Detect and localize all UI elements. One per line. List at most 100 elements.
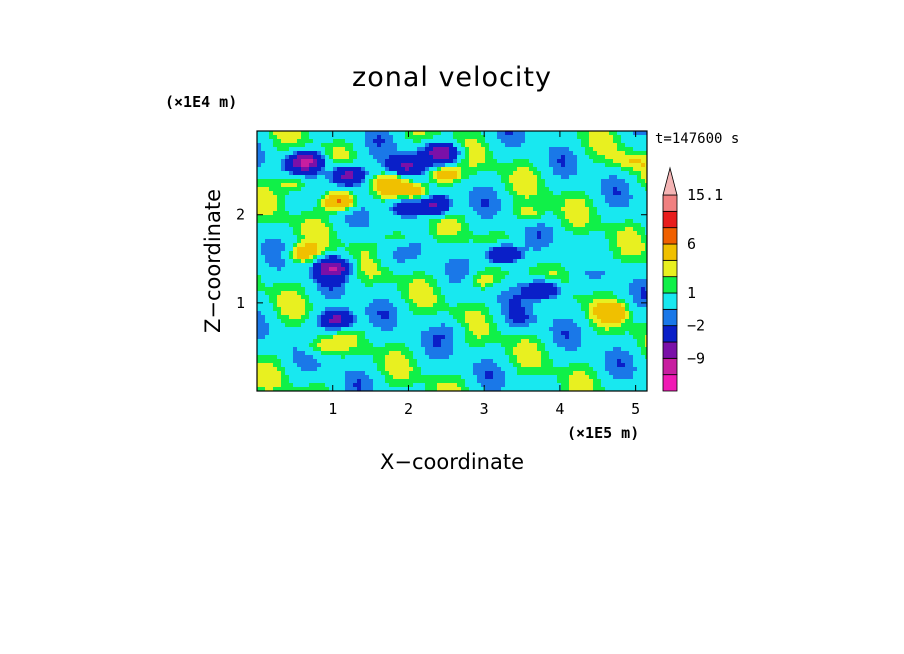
field-cell [413, 215, 418, 220]
field-cell [633, 267, 638, 272]
field-cell [461, 199, 466, 204]
field-cell [441, 135, 446, 140]
field-cell [265, 259, 270, 264]
field-cell [261, 207, 266, 212]
field-cell [305, 155, 310, 160]
field-cell [621, 295, 626, 300]
field-cell [465, 167, 470, 172]
field-cell [593, 227, 598, 232]
field-cell [269, 311, 274, 316]
field-cell [465, 315, 470, 320]
field-cell [469, 147, 474, 152]
field-cell [453, 247, 458, 252]
field-cell [505, 191, 510, 196]
field-cell [325, 163, 330, 168]
field-cell [477, 207, 482, 212]
field-cell [409, 195, 414, 200]
field-cell [349, 323, 354, 328]
field-cell [397, 279, 402, 284]
field-cell [449, 159, 454, 164]
field-cell [273, 319, 278, 324]
field-cell [273, 323, 278, 328]
field-cell [429, 231, 434, 236]
field-cell [345, 211, 350, 216]
field-cell [541, 175, 546, 180]
field-cell [385, 255, 390, 260]
field-cell [437, 163, 442, 168]
field-cell [645, 263, 647, 268]
field-cell [373, 307, 378, 312]
field-cell [365, 235, 370, 240]
field-cell [553, 231, 558, 236]
field-cell [301, 291, 306, 296]
field-cell [417, 167, 422, 172]
field-cell [425, 147, 430, 152]
field-cell [321, 279, 326, 284]
field-cell [381, 175, 386, 180]
field-cell [457, 287, 462, 292]
field-cell [441, 331, 446, 336]
field-cell [289, 307, 294, 312]
field-cell [377, 151, 382, 156]
field-cell [461, 191, 466, 196]
field-cell [409, 327, 414, 332]
field-cell [393, 199, 398, 204]
field-cell [593, 327, 598, 332]
field-cell [457, 227, 462, 232]
field-cell [401, 291, 406, 296]
field-cell [441, 287, 446, 292]
field-cell [269, 147, 274, 152]
field-cell [433, 163, 438, 168]
field-cell [529, 291, 534, 296]
field-cell [405, 323, 410, 328]
field-cell [309, 135, 314, 140]
field-cell [477, 323, 482, 328]
field-cell [509, 171, 514, 176]
field-cell [357, 263, 362, 268]
field-cell [277, 155, 282, 160]
field-cell [433, 243, 438, 248]
field-cell [397, 307, 402, 312]
field-cell [553, 327, 558, 332]
field-cell [633, 227, 638, 232]
field-cell [633, 211, 638, 216]
field-cell [517, 299, 522, 304]
field-cell [485, 143, 490, 148]
field-cell [585, 147, 590, 152]
field-cell [541, 299, 546, 304]
field-cell [325, 179, 330, 184]
field-cell [357, 139, 362, 144]
field-cell [397, 315, 402, 320]
field-cell [513, 147, 518, 152]
field-cell [337, 179, 342, 184]
field-cell [541, 251, 546, 256]
field-cell [425, 251, 430, 256]
field-cell [485, 231, 490, 236]
field-cell [305, 179, 310, 184]
field-cell [625, 183, 630, 188]
field-cell [485, 183, 490, 188]
field-cell [421, 255, 426, 260]
field-cell [585, 167, 590, 172]
field-cell [269, 323, 274, 328]
field-cell [473, 219, 478, 224]
field-cell [641, 191, 646, 196]
field-cell [261, 243, 266, 248]
field-cell [545, 159, 550, 164]
field-cell [553, 223, 558, 228]
field-cell [621, 231, 626, 236]
field-cell [573, 299, 578, 304]
field-cell [381, 239, 386, 244]
field-cell [469, 223, 474, 228]
field-cell [437, 175, 442, 180]
field-cell [313, 131, 318, 136]
field-cell [313, 251, 318, 256]
field-cell [377, 219, 382, 224]
field-cell [581, 331, 586, 336]
field-cell [553, 135, 558, 140]
field-cell [501, 259, 506, 264]
field-cell [481, 331, 486, 336]
field-cell [629, 295, 634, 300]
field-cell [421, 155, 426, 160]
field-cell [601, 243, 606, 248]
